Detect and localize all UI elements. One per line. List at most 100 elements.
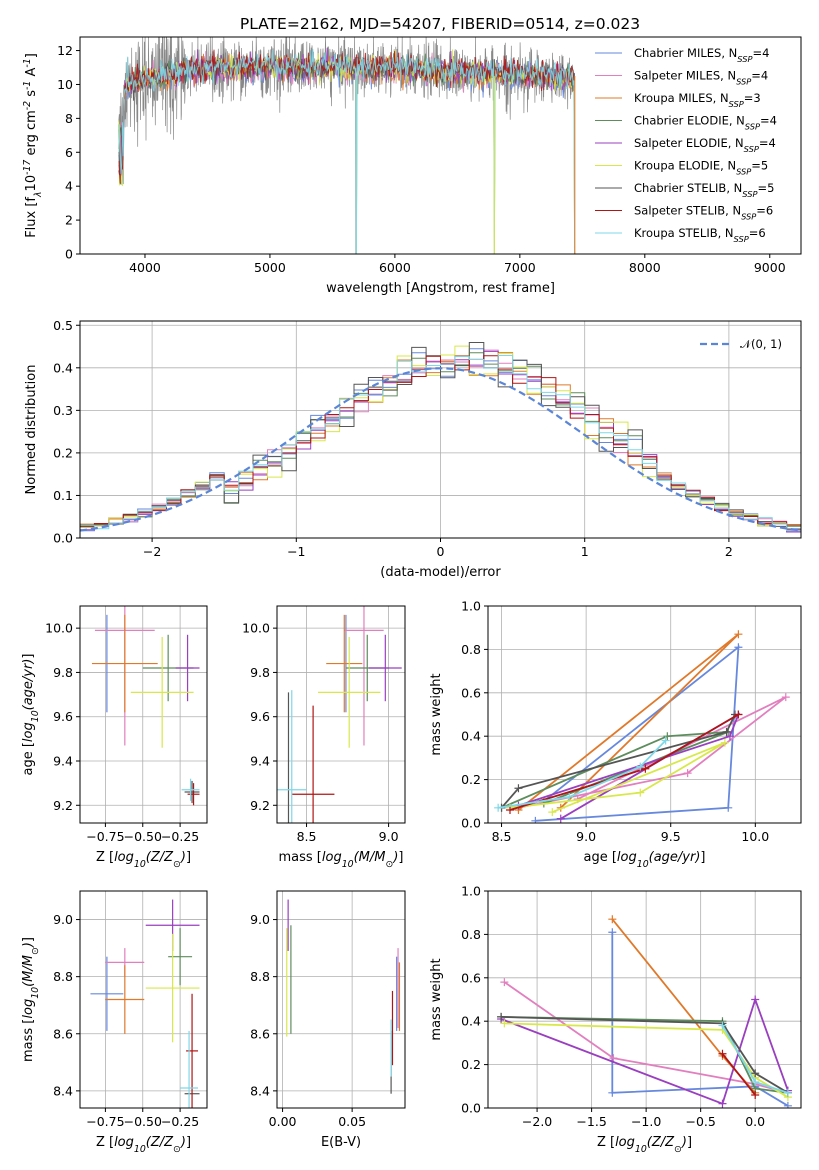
weight-marker <box>718 1049 727 1058</box>
weight-marker <box>608 928 617 937</box>
weight-marker <box>608 1088 617 1097</box>
x-axis-label: age [log10(age/yr)] <box>584 850 706 870</box>
y-tick-label: 0.5 <box>53 318 73 333</box>
weight-marker <box>720 738 729 747</box>
x-tick-label: 6000 <box>379 260 411 275</box>
x-tick-label: 1 <box>581 544 589 559</box>
weight-marker <box>722 727 731 736</box>
y-tick-label: 0.3 <box>53 403 73 418</box>
weight-marker <box>734 643 743 652</box>
weight-marker <box>500 978 509 987</box>
y-tick-label: 0.4 <box>461 1014 481 1029</box>
y-tick-label: 9.2 <box>53 798 73 813</box>
weight-marker <box>531 816 540 823</box>
plot-weight_vs_Z: −2.0 −1.5 −1.0 −0.5 0.0 0.0 0.2 0.4 0.6 0.8 1.0 Z [… <box>429 884 802 1155</box>
x-tick-label: 5000 <box>254 260 286 275</box>
weight-marker <box>783 1088 792 1097</box>
weight-line-salpeter_elodie <box>500 996 789 1105</box>
y-tick-label: 8.6 <box>53 1026 73 1041</box>
y-tick-label: 0.6 <box>461 685 481 700</box>
y-tick-label: 0.1 <box>53 488 73 503</box>
y-tick-label: 8.8 <box>53 969 73 984</box>
axes-frame <box>487 605 802 824</box>
plot-age_vs_mass: 8.5 9.0 9.2 9.4 9.6 9.8 10.0 mass [log10(M/M⊙)] <box>242 605 406 870</box>
x-tick-label: 7000 <box>504 260 536 275</box>
x-axis-label: Z [log10(Z/Z⊙)] <box>96 1135 191 1155</box>
plot-weight_vs_age: 8.5 9.0 9.5 10.0 0.0 0.2 0.4 0.6 0.8 1.0 age [log1… <box>429 599 802 870</box>
x-axis-label: Z [log10(Z/Z⊙)] <box>597 1135 692 1155</box>
x-tick-label: 8.5 <box>297 829 317 844</box>
y-axis-label: age [log10(age/yr)] <box>21 654 41 776</box>
x-tick-label: 0 <box>437 544 445 559</box>
axes-frame <box>79 36 802 255</box>
axes-frame <box>79 890 208 1109</box>
x-tick-label: −0.25 <box>161 829 199 844</box>
x-tick-label: −1.0 <box>631 1114 661 1129</box>
legend-label: Kroupa MILES, NSSP=3 <box>634 91 761 109</box>
y-tick-label: 0.2 <box>53 445 73 460</box>
y-tick-label: 9.2 <box>250 798 270 813</box>
y-tick-label: 0.4 <box>461 729 481 744</box>
x-tick-label: 9.5 <box>661 829 681 844</box>
weight-marker <box>565 792 574 801</box>
y-tick-label: 9.4 <box>250 754 270 769</box>
y-tick-label: 0.0 <box>461 1101 481 1116</box>
weight-marker <box>751 1090 760 1099</box>
x-tick-label: −0.50 <box>124 829 162 844</box>
weight-marker <box>718 1099 727 1108</box>
y-tick-label: 0.0 <box>461 816 481 831</box>
weight-marker <box>724 803 733 812</box>
weight-marker <box>497 1012 506 1021</box>
x-tick-label: −2.0 <box>522 1114 552 1129</box>
axes-frame <box>276 605 406 824</box>
weight-marker <box>636 762 645 771</box>
weight-line-salpeter_stelib <box>721 1053 756 1096</box>
y-tick-label: 0.8 <box>461 642 481 657</box>
y-tick-label: 10 <box>57 77 73 92</box>
axes-frame <box>487 890 802 1109</box>
weight-marker <box>781 693 790 702</box>
x-tick-label: −0.75 <box>86 829 124 844</box>
plot-age_vs_Z: −0.75 −0.50 −0.25 9.2 9.4 9.6 9.8 10.0 Z [log10(… <box>21 605 208 870</box>
y-tick-label: 12 <box>57 43 73 58</box>
gaussian-curve <box>80 367 799 532</box>
y-tick-label: 0.6 <box>461 970 481 985</box>
y-tick-label: 0.8 <box>461 927 481 942</box>
y-tick-label: 2 <box>65 213 73 228</box>
x-tick-label: −0.5 <box>685 1114 715 1129</box>
weight-marker <box>725 732 734 741</box>
y-tick-label: 0 <box>65 247 73 262</box>
weight-marker <box>548 808 557 817</box>
y-tick-label: 8.4 <box>250 1083 270 1098</box>
x-tick-label: 8.5 <box>492 829 512 844</box>
legend-label: Chabrier MILES, NSSP=4 <box>634 46 769 64</box>
legend-label: Kroupa ELODIE, NSSP=5 <box>634 159 768 177</box>
weight-marker <box>718 1021 727 1030</box>
x-axis-label: (data-model)/error <box>380 565 501 580</box>
weight-marker <box>663 732 672 741</box>
y-axis-label: Normed distribution <box>24 365 39 495</box>
plot-area-mass_vs_EBV <box>286 899 401 1094</box>
plot-area-age_vs_mass <box>277 606 402 823</box>
figure-title: PLATE=2162, MJD=54207, FIBERID=0514, z=0… <box>240 15 640 33</box>
y-axis-label: mass weight <box>429 958 444 1040</box>
residual-histogram-kroupa_stelib <box>80 355 801 538</box>
weight-marker <box>505 805 514 814</box>
y-tick-label: 9.8 <box>53 665 73 680</box>
axes-frame <box>276 890 406 1109</box>
y-tick-label: 1.0 <box>461 599 481 614</box>
x-tick-label: 9.0 <box>379 829 399 844</box>
weight-line-kroupa_elodie <box>509 741 726 813</box>
weight-marker <box>751 995 760 1004</box>
axes-frame <box>79 605 208 824</box>
weight-marker <box>683 769 692 778</box>
x-axis-label: Z [log10(Z/Z⊙)] <box>96 850 191 870</box>
weight-marker <box>556 814 565 823</box>
y-tick-label: 9.4 <box>53 754 73 769</box>
y-tick-label: 0.2 <box>461 772 481 787</box>
weight-line-chabrier_stelib <box>501 1016 789 1094</box>
legend-label: Kroupa STELIB, NSSP=6 <box>634 226 766 244</box>
x-tick-label: −1.5 <box>576 1114 606 1129</box>
x-axis-label: E(B-V) <box>321 1135 361 1150</box>
